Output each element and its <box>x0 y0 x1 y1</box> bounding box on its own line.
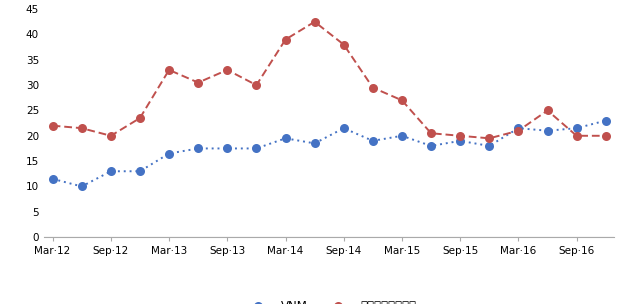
VNM <box>369 139 377 143</box>
同業他社の中央値 <box>340 43 347 47</box>
同業他社の中央値 <box>485 136 493 140</box>
同業他社の中央値 <box>49 124 56 127</box>
VNM <box>340 126 347 130</box>
VNM <box>544 129 551 133</box>
同業他社の中央値 <box>515 129 522 133</box>
VNM <box>573 126 581 130</box>
VNM <box>282 136 289 140</box>
同業他社の中央値 <box>253 83 260 87</box>
同業他社の中央値 <box>573 134 581 138</box>
Line: VNM: VNM <box>48 116 610 191</box>
VNM <box>253 147 260 150</box>
VNM <box>485 144 493 148</box>
Legend: VNM, 同業他社の中央値: VNM, 同業他社の中央値 <box>241 300 417 304</box>
同業他社の中央値 <box>602 134 609 138</box>
VNM <box>107 169 115 173</box>
同業他社の中央値 <box>166 68 173 72</box>
VNM <box>602 119 609 123</box>
同業他社の中央値 <box>223 68 231 72</box>
Line: 同業他社の中央値: 同業他社の中央値 <box>48 17 610 143</box>
同業他社の中央値 <box>107 134 115 138</box>
同業他社の中央値 <box>428 131 435 135</box>
VNM <box>78 185 85 188</box>
VNM <box>428 144 435 148</box>
同業他社の中央値 <box>311 20 319 24</box>
VNM <box>49 177 56 181</box>
同業他社の中央値 <box>456 134 464 138</box>
VNM <box>194 147 202 150</box>
同業他社の中央値 <box>398 98 406 102</box>
VNM <box>456 139 464 143</box>
VNM <box>515 126 522 130</box>
同業他社の中央値 <box>544 109 551 112</box>
VNM <box>223 147 231 150</box>
VNM <box>136 169 144 173</box>
同業他社の中央値 <box>78 126 85 130</box>
同業他社の中央値 <box>136 116 144 120</box>
VNM <box>398 134 406 138</box>
VNM <box>311 142 319 145</box>
VNM <box>166 152 173 155</box>
同業他社の中央値 <box>194 81 202 85</box>
同業他社の中央値 <box>282 38 289 41</box>
同業他社の中央値 <box>369 86 377 89</box>
